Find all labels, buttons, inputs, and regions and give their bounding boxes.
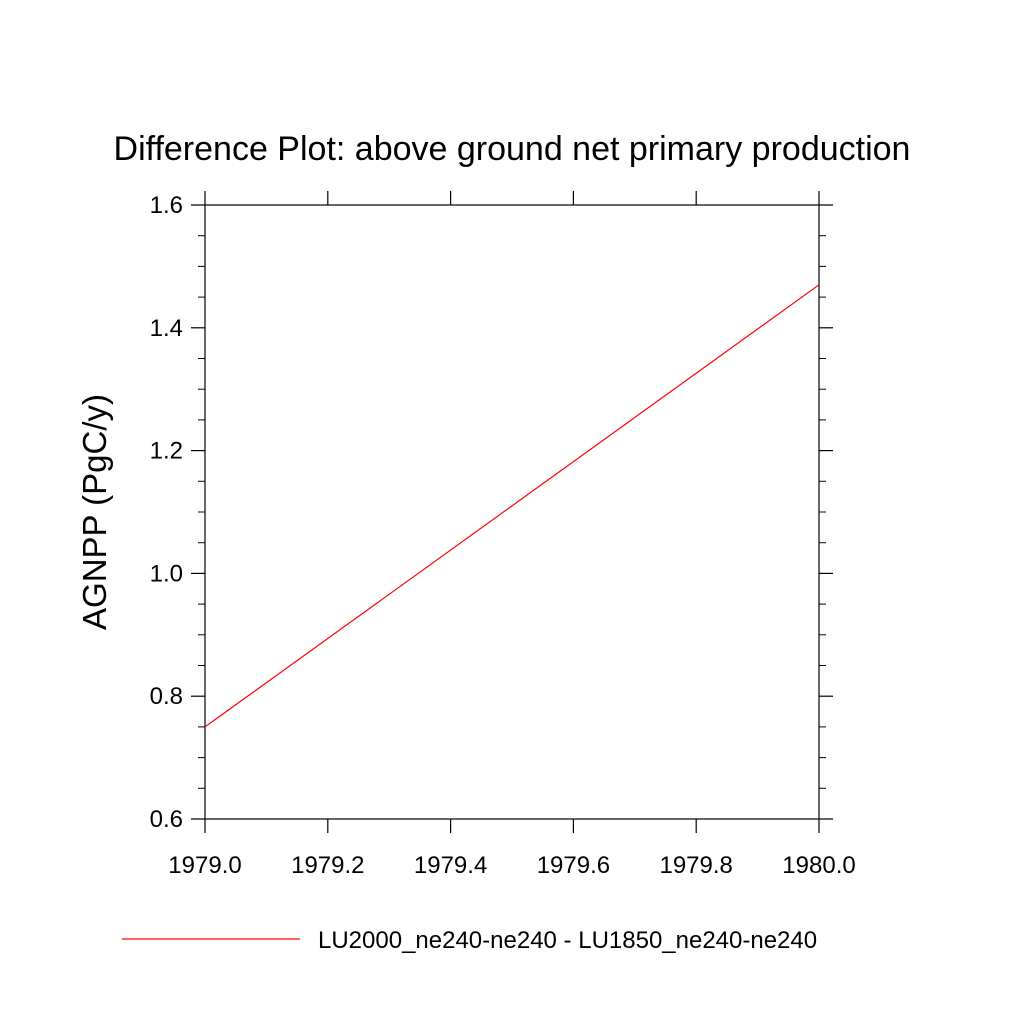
x-tick-label: 1980.0	[782, 852, 855, 879]
x-tick-label: 1979.0	[168, 852, 241, 879]
y-axis-label: AGNPP (PgC/y)	[76, 394, 113, 630]
y-tick-label: 1.4	[150, 315, 183, 342]
y-tick-label: 1.6	[150, 192, 183, 219]
legend: LU2000_ne240-ne240 - LU1850_ne240-ne240	[122, 927, 817, 954]
y-tick-label: 0.6	[150, 806, 183, 833]
x-tick-label: 1979.6	[537, 852, 610, 879]
y-axis-ticks: 0.6 0.8 1.0 1.2 1.4 1.6	[150, 192, 833, 833]
legend-label: LU2000_ne240-ne240 - LU1850_ne240-ne240	[318, 927, 817, 954]
series-line	[204, 284, 820, 728]
x-axis-ticks: 1979.0 1979.2 1979.4 1979.6 1979.8 1980.0	[168, 191, 856, 879]
y-tick-label: 0.8	[150, 683, 183, 710]
x-tick-label: 1979.8	[659, 852, 732, 879]
minor-ticks	[198, 235, 826, 789]
y-tick-label: 1.2	[150, 438, 183, 465]
plot-frame	[204, 204, 820, 820]
chart-title: Difference Plot: above ground net primar…	[114, 130, 911, 168]
plot-frame-rect	[204, 204, 820, 820]
x-tick-label: 1979.4	[414, 852, 487, 879]
y-tick-label: 1.0	[150, 560, 183, 587]
x-tick-label: 1979.2	[291, 852, 364, 879]
series-lines	[204, 284, 820, 728]
